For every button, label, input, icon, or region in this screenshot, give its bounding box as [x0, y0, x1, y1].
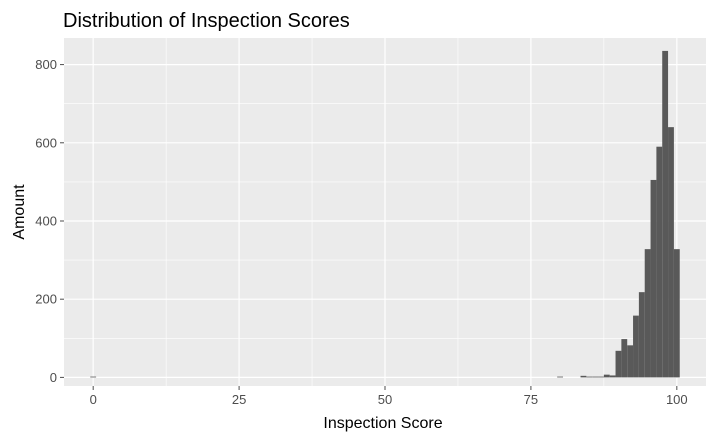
x-tick-label: 75: [524, 392, 538, 407]
x-tick-label: 50: [378, 392, 392, 407]
x-axis-title: Inspection Score: [323, 415, 442, 432]
histogram-bar: [592, 376, 599, 378]
x-axis: 0 25 50 75 100: [90, 386, 688, 407]
histogram-bar: [598, 376, 604, 378]
histogram-bar: [650, 179, 657, 378]
histogram-bar: [644, 249, 651, 378]
y-tick-label: 600: [35, 135, 57, 150]
histogram-bar: [633, 315, 639, 378]
y-tick-label: 200: [35, 292, 57, 307]
histogram-bar: [656, 146, 663, 378]
histogram-bar: [668, 127, 674, 378]
histogram-bar: [609, 375, 616, 378]
histogram-bar: [662, 50, 669, 378]
y-tick-label: 0: [50, 370, 57, 385]
x-tick-label: 100: [666, 392, 688, 407]
chart-title: Distribution of Inspection Scores: [63, 10, 350, 32]
histogram-bar: [580, 375, 587, 378]
histogram-bar: [615, 350, 622, 378]
y-tick-label: 400: [35, 213, 57, 228]
histogram-bar: [603, 374, 610, 378]
histogram-bar: [557, 376, 564, 378]
histogram-bar: [627, 345, 634, 378]
histogram-bar: [586, 376, 593, 378]
major-gridlines: [64, 38, 706, 386]
histogram-bar: [638, 292, 645, 378]
histogram-bar: [90, 376, 97, 378]
histogram-bar: [673, 249, 680, 378]
y-axis-title: Amount: [11, 184, 28, 240]
y-tick-label: 800: [35, 57, 57, 72]
y-axis: 0 200 400 600 800: [35, 57, 64, 385]
histogram-bar: [621, 339, 628, 378]
x-tick-label: 0: [90, 392, 97, 407]
histogram-bars: [90, 50, 680, 378]
x-tick-label: 25: [232, 392, 246, 407]
